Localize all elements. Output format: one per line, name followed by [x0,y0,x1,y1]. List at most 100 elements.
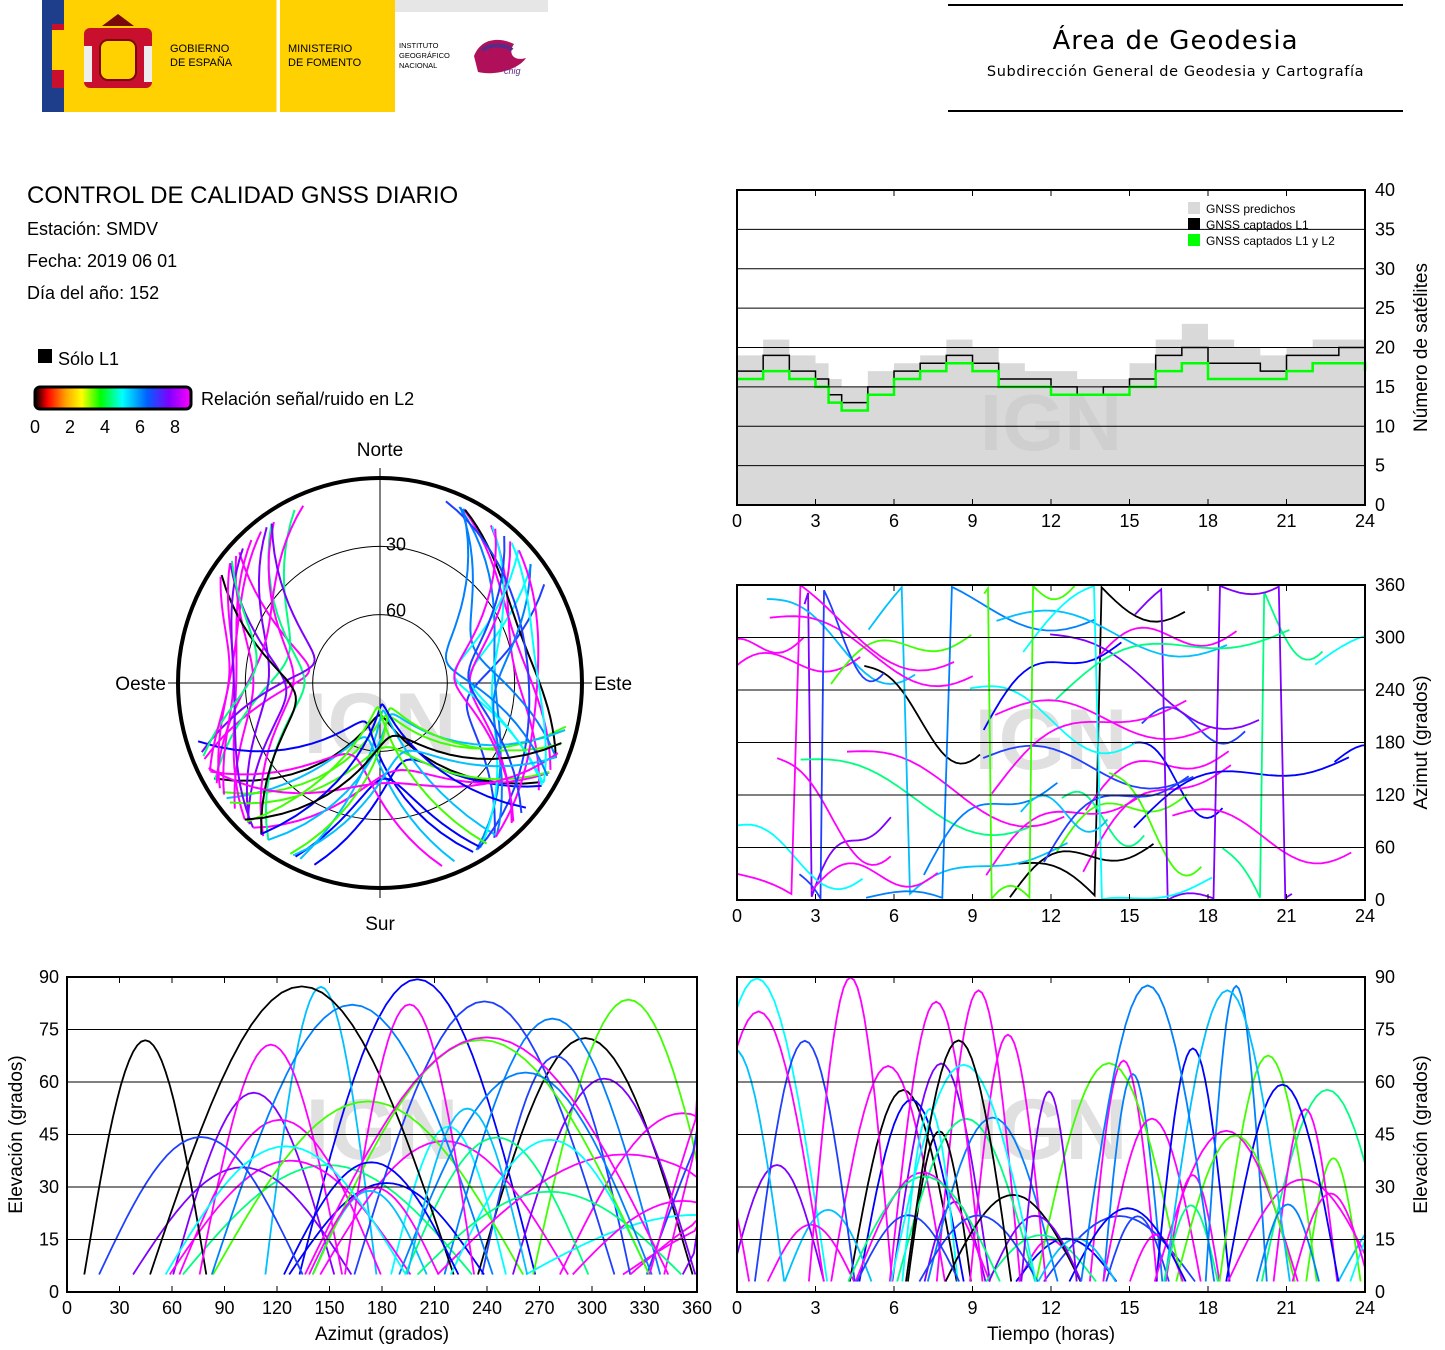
elevation-azimuth-track [572,1199,697,1276]
snr-tick-6: 6 [135,417,145,437]
y-axis-label: Elevación (grados) [6,1055,27,1213]
skyplot-area: IGN [168,468,592,898]
skyplot-track [492,563,532,837]
elevation-azimuth-track [559,1112,697,1275]
skyplot-track [510,542,547,783]
azimuth-track [766,598,916,685]
skyplot-track [259,521,295,837]
skyplot-track [260,703,527,836]
y-tick-label: 30 [39,1177,59,1197]
skyplot-track [459,507,558,759]
ign-line1: INSTITUTO [399,41,439,50]
header-logos: GOBIERNO DE ESPAÑA MINISTERIO DE FOMENTO… [42,0,548,112]
x-axis-label: Azimut (grados) [315,1324,449,1345]
y-tick-label: 20 [1375,338,1395,358]
x-tick-label: 15 [1119,906,1139,926]
elevation-azimuth-track [645,1028,697,1275]
snr-colorbar [33,385,193,411]
gov-line2: DE ESPAÑA [170,56,233,69]
y-tick-label: 0 [49,1282,59,1302]
y-tick-label: 0 [1375,890,1385,910]
elevation-time-track [783,1208,873,1282]
elevation-azimuth-track [629,1201,697,1276]
x-tick-label: 3 [810,511,820,531]
x-tick-label: 18 [1198,1298,1218,1318]
legend-entry: GNSS captados L1 y L2 [1206,234,1335,248]
elevation-azimuth-track [353,1000,616,1275]
y-tick-label: 30 [1375,1177,1395,1197]
l1-only-label: Sólo L1 [58,349,119,369]
elevation-azimuth-track [149,985,455,1275]
elevation-azimuth-track [210,1003,494,1275]
azimuth-track [865,585,1096,900]
elevation-azimuth-track [648,1010,697,1275]
y-tick-label: 120 [1375,785,1405,805]
azimuth-track [864,665,981,765]
x-tick-label: 0 [732,511,742,531]
x-tick-label: 6 [889,511,899,531]
azimuth-track [1134,585,1293,900]
elevation-time-track [891,1062,991,1282]
skyplot-track [229,746,550,805]
y-tick-label: 90 [39,967,59,987]
doy-label: Día del año: 152 [27,283,160,303]
skyplot-border [176,476,584,890]
azimuth-track [1022,585,1213,900]
x-tick-label: 90 [214,1298,234,1318]
elevation-azimuth-tracks [83,978,697,1276]
elevation-time-track [1305,1157,1362,1282]
x-tick-label: 3 [810,1298,820,1318]
x-tick-label: 15 [1119,1298,1139,1318]
elevation-time-track [1035,1062,1183,1282]
elevation-azimuth-track [212,1100,524,1275]
x-tick-label: 24 [1355,511,1375,531]
skyplot-track [202,560,258,757]
x-tick-label: 12 [1041,1298,1061,1318]
elevation-time-track [1080,984,1216,1282]
skyplot-track [246,705,488,845]
plot-border [66,976,698,1293]
y-tick-label: 240 [1375,680,1405,700]
azimuth-track [1172,808,1352,865]
y-tick-label: 15 [1375,377,1395,397]
azimuth-track [1050,633,1260,730]
elevation-time-track [988,1214,1083,1282]
station-label: Estación: SMDV [27,219,159,239]
x-tick-label: 0 [732,906,742,926]
elevation-time-track [890,1063,1037,1282]
elevation-time-track [848,1089,958,1282]
azimuth-track [737,651,861,673]
elevation-time-track [901,1107,959,1282]
area-header: Área de Geodesia Subdirección General de… [948,4,1403,112]
x-tick-label: 0 [732,1298,742,1318]
elevation-time-track [1037,1237,1117,1282]
azimuth-track [982,744,1194,790]
elevation-azimuth-track [449,1138,651,1275]
x-tick-label: 6 [889,906,899,926]
elevation-time-track [1068,1207,1187,1282]
azimuth-track [1082,764,1232,873]
skyplot-track [445,500,531,850]
elevation-azimuth-track [436,1153,697,1276]
legend-swatch [1188,202,1200,214]
ministry-line1: MINISTERIO [288,43,353,55]
skyplot-track [299,709,498,860]
skyplot-track [494,550,540,838]
y-tick-label: 5 [1375,456,1385,476]
skyplot-track [467,535,523,814]
legend-swatch [1188,218,1200,230]
ring-label-30: 30 [386,534,406,554]
legend-entry: GNSS captados L1 [1206,218,1309,232]
plot-area: IGN [66,976,698,1293]
elevation-azimuth-track [404,1136,590,1275]
x-tick-label: 18 [1198,906,1218,926]
skyplot-track [245,526,271,825]
skyplot-track [226,736,456,863]
azimuth-track [803,592,892,898]
elevation-time-track [737,1164,825,1282]
azimuth-track [1133,756,1350,829]
skyplot-track [289,707,562,855]
x-axis-label: Tiempo (horas) [987,1324,1115,1345]
azimuth-track [969,685,1136,755]
skyplot-track [444,508,549,777]
